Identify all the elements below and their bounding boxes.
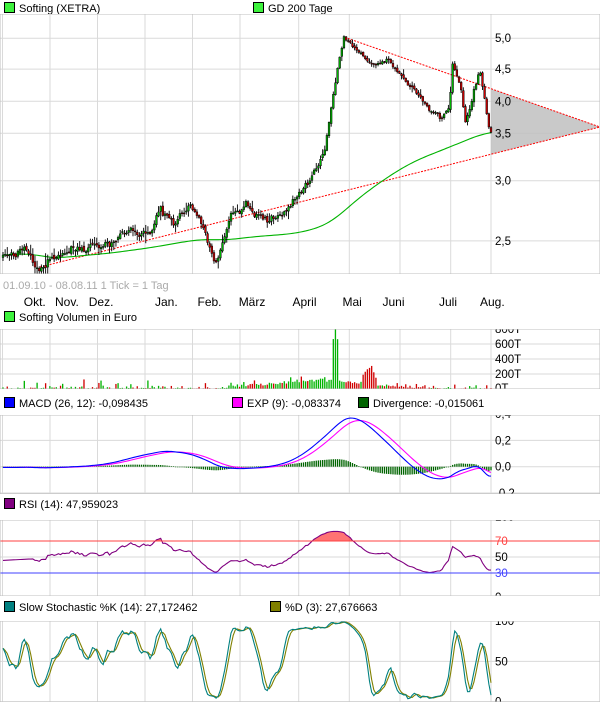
svg-text:0,4: 0,4 [495,415,512,421]
svg-text:2,5: 2,5 [495,236,511,248]
svg-text:0,0: 0,0 [495,462,511,474]
svg-text:0,2: 0,2 [495,435,511,447]
svg-text:Juni: Juni [383,295,405,309]
svg-text:30: 30 [495,568,508,580]
svg-text:0T: 0T [495,383,508,389]
svg-text:50: 50 [495,656,508,668]
svg-text:Aug.: Aug. [480,295,505,309]
svg-text:-0,2: -0,2 [495,488,515,494]
svg-text:Juli: Juli [439,295,457,309]
svg-text:600T: 600T [495,339,521,351]
svg-text:4,5: 4,5 [495,64,511,76]
svg-text:0: 0 [495,697,501,702]
svg-text:01.09.10 - 08.08.11 1 Tick =: 01.09.10 - 08.08.11 1 Tick = 1 Tag [3,280,169,292]
svg-text:70: 70 [495,536,508,548]
svg-text:0: 0 [495,592,501,596]
svg-text:3,5: 3,5 [495,128,511,140]
svg-text:Dez.: Dez. [89,295,114,309]
svg-text:März: März [239,295,266,309]
svg-text:3,0: 3,0 [495,176,511,188]
svg-text:Jan.: Jan. [155,295,178,309]
svg-text:800T: 800T [495,329,521,336]
svg-text:Feb.: Feb. [198,295,222,309]
svg-text:200T: 200T [495,369,521,381]
svg-text:400T: 400T [495,354,521,366]
svg-text:Mai: Mai [343,295,362,309]
svg-text:50: 50 [495,552,508,564]
svg-text:100: 100 [495,621,514,628]
svg-text:April: April [293,295,317,309]
svg-text:100: 100 [495,520,514,524]
svg-text:5,0: 5,0 [495,33,511,45]
svg-text:Nov.: Nov. [55,295,79,309]
svg-text:4,0: 4,0 [495,96,511,108]
svg-text:Okt.: Okt. [24,295,46,309]
